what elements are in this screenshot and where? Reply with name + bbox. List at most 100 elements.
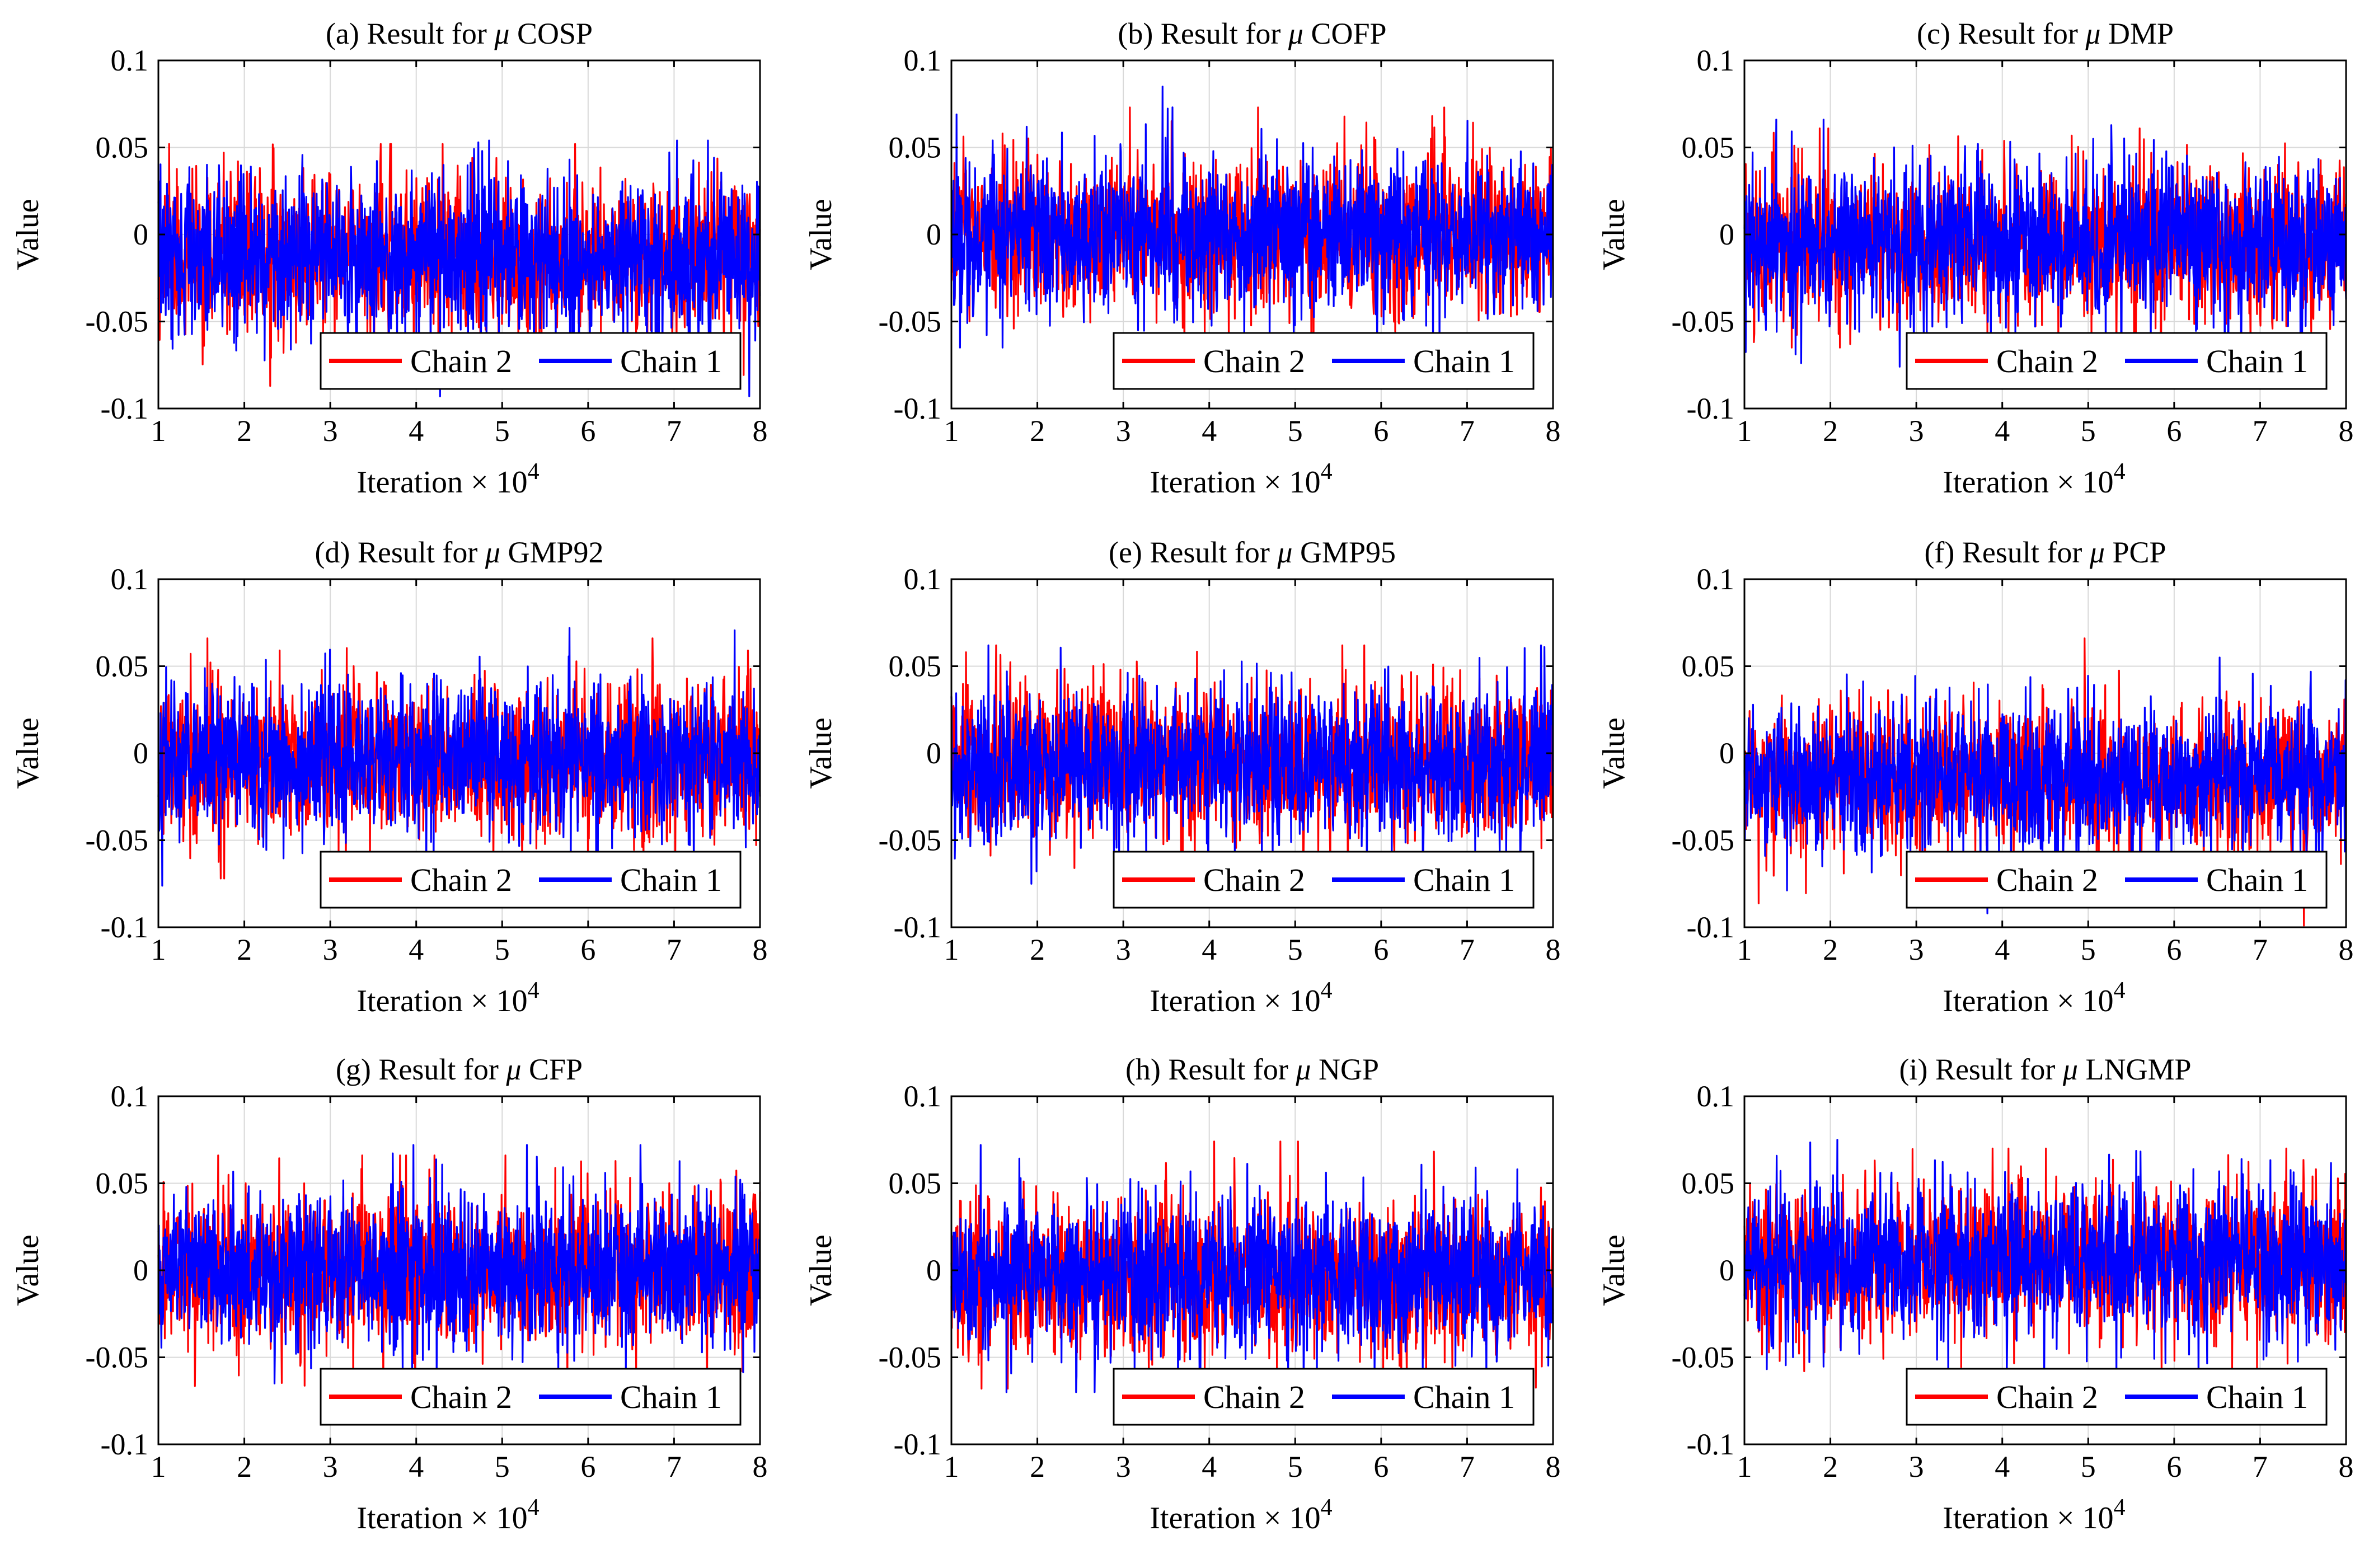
x-tick-label: 3 — [1909, 414, 1924, 448]
title-name: GMP95 — [1300, 536, 1396, 569]
x-tick-label: 2 — [1030, 1450, 1045, 1484]
x-tick-label: 3 — [1116, 414, 1131, 448]
y-axis-label: Value — [11, 199, 45, 270]
title-space — [1311, 1053, 1319, 1086]
title-space — [1292, 536, 1300, 569]
x-tick-label: 7 — [1460, 414, 1475, 448]
y-tick-label: 0.05 — [889, 131, 942, 165]
title-name: CFP — [529, 1053, 583, 1086]
x-tick-label: 3 — [323, 1450, 338, 1484]
x-tick-label: 1 — [944, 1450, 959, 1484]
x-tick-label: 6 — [580, 933, 595, 966]
x-axis-label-exponent: 4 — [2114, 978, 2126, 1003]
title-prefix: (b) Result for — [1118, 17, 1288, 50]
x-tick-label: 3 — [1116, 1450, 1131, 1484]
x-tick-label: 4 — [409, 1450, 424, 1484]
x-tick-label: 3 — [1909, 933, 1924, 966]
title-name: PCP — [2112, 536, 2166, 569]
x-axis-label-main: Iteration × 10 — [1943, 465, 2113, 500]
x-tick-label: 2 — [237, 933, 252, 966]
y-tick-label: -0.1 — [894, 1428, 941, 1461]
x-axis-label-exponent: 4 — [1321, 978, 1333, 1003]
x-tick-label: 2 — [237, 1450, 252, 1484]
y-tick-label: 0.05 — [96, 650, 149, 683]
y-tick-label: 0 — [133, 1254, 148, 1287]
legend-label-chain-2: Chain 2 — [1996, 862, 2098, 898]
y-tick-label: -0.1 — [1687, 910, 1734, 944]
title-space — [2100, 17, 2108, 50]
y-tick-label: -0.1 — [894, 910, 941, 944]
y-tick-label: 0 — [1719, 1254, 1734, 1287]
title-prefix: (a) Result for — [326, 17, 494, 50]
title-symbol: μ — [2085, 17, 2100, 50]
x-axis-label: Iteration × 104 — [1150, 1495, 1332, 1536]
x-tick-label: 5 — [1288, 414, 1303, 448]
y-tick-label: -0.1 — [101, 392, 148, 425]
y-axis-label: Value — [804, 1234, 838, 1306]
x-tick-label: 4 — [1202, 933, 1217, 966]
x-axis-label-main: Iteration × 10 — [1150, 1501, 1320, 1536]
y-tick-label: -0.05 — [86, 305, 148, 339]
trace-line-chain-1 — [950, 644, 1554, 885]
y-tick-label: -0.1 — [1687, 1428, 1734, 1461]
title-name: NGP — [1319, 1053, 1379, 1086]
subplot-title: (f) Result for μ PCP — [1924, 536, 2166, 569]
legend: Chain 2 Chain 1 — [320, 851, 742, 909]
y-tick-label: 0.05 — [889, 1167, 942, 1200]
subplot-title: (b) Result for μ COFP — [1118, 17, 1386, 50]
y-axis-label: Value — [11, 717, 45, 789]
legend: Chain 2 Chain 1 — [1906, 1368, 2328, 1426]
x-axis-label-main: Iteration × 10 — [356, 1501, 527, 1536]
x-tick-label: 8 — [2339, 933, 2354, 966]
x-tick-label: 2 — [1030, 933, 1045, 966]
trace-line-chain-1 — [950, 1144, 1554, 1393]
x-tick-label: 5 — [2081, 414, 2096, 448]
x-tick-label: 1 — [944, 933, 959, 966]
x-tick-label: 4 — [1995, 933, 2010, 966]
x-axis-label-main: Iteration × 10 — [1943, 984, 2113, 1018]
x-axis-label: Iteration × 104 — [356, 1495, 539, 1536]
x-tick-label: 3 — [1116, 933, 1131, 966]
y-axis-label: Value — [1597, 717, 1631, 789]
subplot-title: (h) Result for μ NGP — [1125, 1053, 1379, 1086]
legend-label-chain-2: Chain 2 — [1203, 343, 1305, 379]
x-axis-label-exponent: 4 — [2114, 1495, 2126, 1520]
legend: Chain 2 Chain 1 — [320, 332, 742, 390]
x-tick-label: 4 — [409, 414, 424, 448]
x-tick-label: 7 — [2253, 933, 2268, 966]
x-axis-label-exponent: 4 — [528, 978, 540, 1003]
trace-line-chain-1 — [1743, 119, 2347, 387]
x-tick-label: 6 — [1373, 414, 1388, 448]
trace-line-chain-1 — [1743, 1139, 2347, 1386]
x-tick-label: 8 — [1546, 414, 1561, 448]
y-axis-label: Value — [1597, 1234, 1631, 1306]
x-tick-label: 2 — [1823, 933, 1838, 966]
title-name: GMP92 — [508, 536, 604, 569]
subplot-title: (g) Result for μ CFP — [336, 1053, 583, 1086]
y-tick-label: 0.05 — [889, 650, 942, 683]
legend: Chain 2 Chain 1 — [1906, 851, 2328, 909]
x-tick-label: 4 — [1202, 1450, 1217, 1484]
legend: Chain 2 Chain 1 — [1113, 851, 1535, 909]
y-tick-label: -0.05 — [879, 1341, 941, 1374]
y-tick-label: 0.05 — [1682, 650, 1735, 683]
y-tick-label: 0 — [926, 1254, 941, 1287]
title-symbol: μ — [494, 17, 509, 50]
x-tick-label: 5 — [2081, 1450, 2096, 1484]
y-tick-label: -0.1 — [894, 392, 941, 425]
x-axis-label: Iteration × 104 — [1150, 459, 1332, 500]
y-tick-label: 0 — [133, 736, 148, 770]
title-name: DMP — [2108, 17, 2174, 50]
x-tick-label: 7 — [1460, 1450, 1475, 1484]
x-tick-label: 6 — [1373, 1450, 1388, 1484]
title-name: COFP — [1311, 17, 1386, 50]
legend-label-chain-1: Chain 1 — [620, 343, 722, 379]
legend-label-chain-2: Chain 2 — [1203, 862, 1305, 898]
title-symbol: μ — [1295, 1053, 1311, 1086]
y-tick-label: 0 — [1719, 218, 1734, 251]
y-tick-label: 0.1 — [904, 562, 942, 596]
subplot-title: (c) Result for μ DMP — [1917, 17, 2174, 50]
